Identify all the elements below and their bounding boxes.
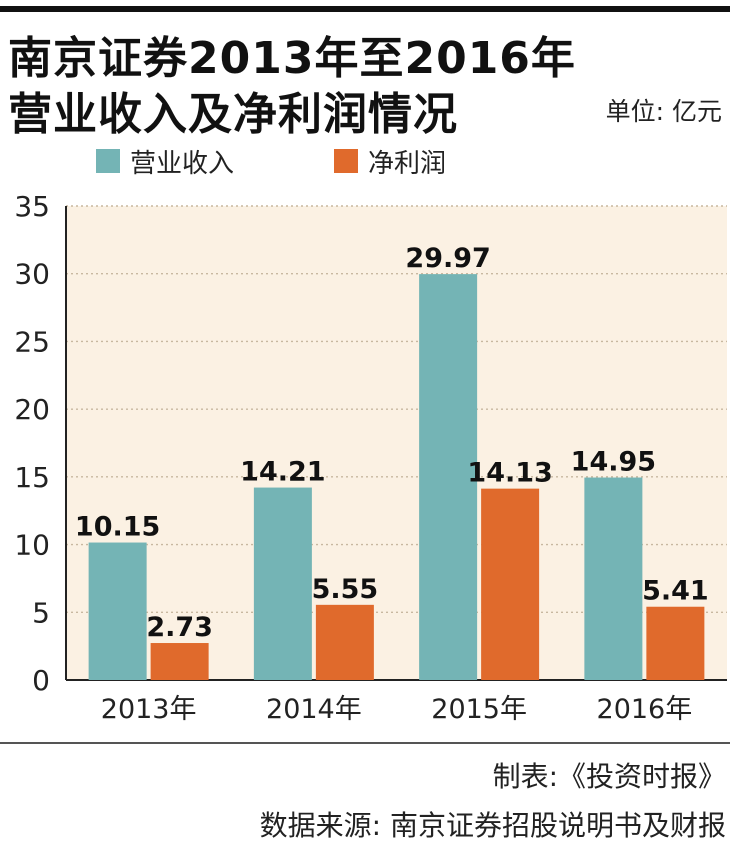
bar-revenue: [253, 487, 312, 680]
y-tick-label: 30: [14, 258, 50, 291]
legend-label-revenue: 营业收入: [130, 148, 235, 179]
legend-swatch-profit: [334, 149, 358, 173]
source-text: 数据来源: 南京证券招股说明书及财报: [259, 809, 726, 842]
data-label-revenue: 29.97: [405, 243, 490, 274]
x-tick-label: 2015年: [431, 694, 527, 725]
unit-label: 单位: 亿元: [605, 97, 722, 126]
data-label-revenue: 10.15: [75, 512, 160, 543]
y-tick-label: 25: [14, 325, 50, 358]
bar-revenue: [88, 542, 147, 680]
y-tick-label: 0: [32, 664, 50, 697]
data-label-profit: 5.55: [312, 574, 379, 605]
credit-text: 制表:《投资时报》: [492, 760, 726, 793]
legend-item-profit: 净利润: [334, 146, 446, 179]
y-tick-label: 5: [32, 596, 50, 629]
bar-profit: [646, 606, 705, 680]
legend-item-revenue: 营业收入: [96, 146, 234, 179]
bar-revenue: [419, 274, 478, 680]
chart-title-line-1: 南京证券2013年至2016年: [8, 33, 576, 84]
y-tick-label: 35: [14, 190, 50, 223]
bar-revenue: [584, 477, 643, 680]
x-tick-label: 2013年: [101, 694, 197, 725]
data-label-profit: 5.41: [642, 576, 709, 607]
y-tick-label: 20: [14, 393, 50, 426]
data-label-profit: 2.73: [146, 612, 213, 643]
bar-profit: [481, 488, 540, 680]
bar-profit: [150, 643, 209, 680]
top-rule: [0, 6, 730, 12]
x-tick-label: 2016年: [597, 694, 693, 725]
y-tick-label: 15: [14, 461, 50, 494]
bottom-rule: [0, 742, 730, 744]
data-label-profit: 14.13: [467, 458, 552, 489]
bar-profit: [315, 604, 374, 680]
legend-swatch-revenue: [96, 149, 120, 173]
legend-label-profit: 净利润: [368, 148, 447, 179]
chart-title-line-2: 营业收入及净利润情况: [8, 89, 458, 140]
data-label-revenue: 14.21: [240, 457, 325, 488]
data-label-revenue: 14.95: [571, 447, 656, 478]
bar-chart: 0 5 10 15 20 25 30 35 10.15 2.73 2013年 14.21 5.55 201…: [14, 190, 727, 725]
y-tick-label: 10: [14, 529, 50, 562]
x-tick-label: 2014年: [266, 694, 362, 725]
